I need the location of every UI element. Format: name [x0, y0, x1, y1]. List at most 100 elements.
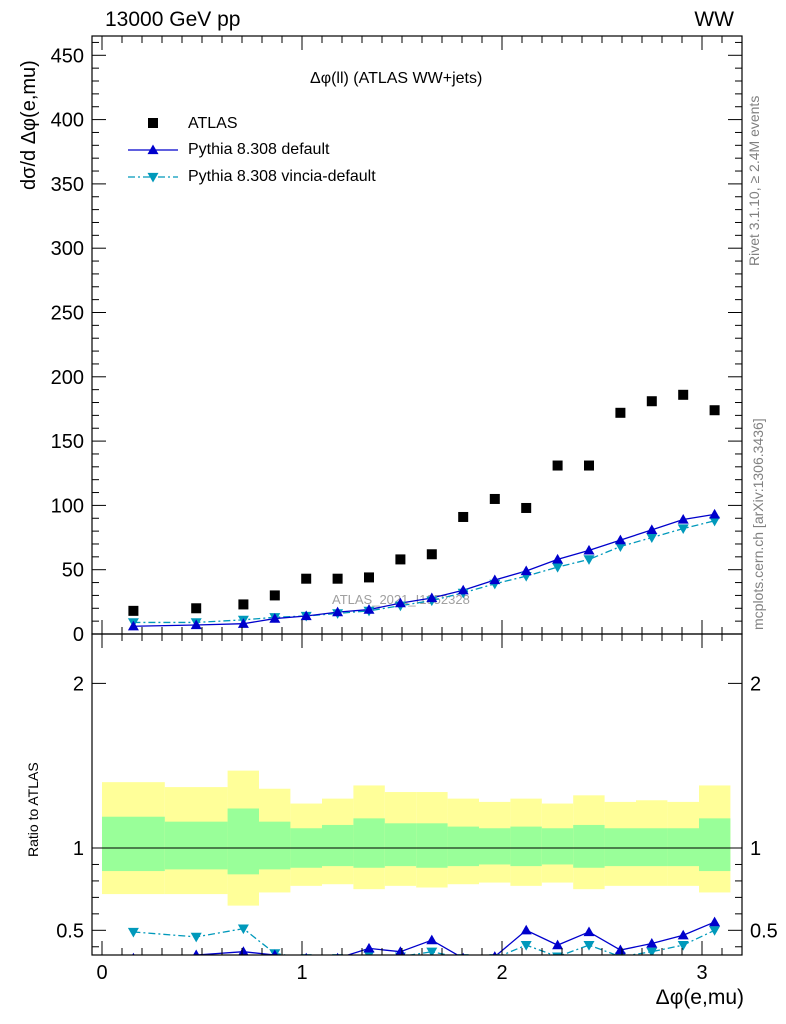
x-tick-label: 0 — [96, 962, 107, 984]
default-point — [457, 584, 469, 595]
default-ratio-point — [646, 937, 658, 948]
vincia-point — [552, 563, 564, 573]
default-point — [300, 610, 312, 621]
legend-vincia-label: Pythia 8.308 vincia-default — [188, 168, 376, 185]
ratio-y-tick-label: 0.5 — [56, 920, 84, 942]
atlas-point — [458, 511, 469, 522]
vincia-ratio-point — [190, 932, 202, 943]
atlas-point — [128, 605, 139, 616]
default-point — [489, 574, 501, 585]
vincia-ratio-point — [677, 940, 689, 951]
default-point — [614, 534, 626, 545]
band-inner-bin — [667, 828, 699, 867]
atlas-point — [238, 599, 249, 610]
band-inner-bin — [541, 828, 574, 865]
vincia-ratio-point — [552, 952, 564, 955]
y-tick-label: 150 — [51, 431, 84, 453]
header-final-state: WW — [694, 8, 734, 31]
default-ratio-point — [583, 926, 595, 937]
default-ratio-point — [395, 946, 406, 955]
atlas-point — [269, 590, 280, 601]
x-tick-label: 3 — [696, 962, 707, 984]
vincia-point — [677, 524, 689, 535]
default-point — [677, 514, 689, 524]
atlas-point — [395, 554, 406, 565]
header-process: 13000 GeV pp — [105, 8, 241, 31]
atlas-point — [709, 405, 720, 416]
default-line — [133, 513, 715, 627]
band-inner-bin — [259, 821, 291, 870]
atlas-point — [678, 389, 689, 400]
vincia-ratio-point — [127, 927, 139, 938]
vincia-point — [709, 516, 721, 527]
x-axis-label: Δφ(e,mu) — [655, 986, 744, 1009]
band-inner-bin — [699, 818, 731, 872]
band-inner-bin — [322, 824, 354, 867]
vincia-ratio-point — [457, 954, 469, 955]
band-inner-bin — [102, 816, 165, 872]
ratio-y-tick-label-right: 0.5 — [750, 920, 778, 942]
default-ratio-point — [492, 951, 498, 955]
default-point — [237, 618, 249, 628]
band-inner-bin — [227, 808, 259, 875]
y-tick-label: 100 — [51, 495, 84, 517]
band-inner-bin — [447, 826, 479, 867]
legend-default-marker — [147, 144, 159, 155]
default-ratio-point — [363, 942, 375, 953]
default-ratio-point — [552, 939, 564, 950]
band-inner-bin — [573, 824, 605, 868]
legend-atlas-marker — [148, 118, 158, 128]
y-tick-label: 50 — [62, 560, 84, 582]
main-title: Δφ(ll) (ATLAS WW+jets) — [310, 70, 483, 87]
atlas-point — [332, 573, 343, 584]
x-tick-label: 2 — [496, 962, 507, 984]
default-ratio-point — [238, 946, 249, 955]
vincia-point — [614, 542, 626, 553]
default-point — [426, 592, 438, 603]
default-point — [646, 524, 658, 534]
atlas-point — [426, 549, 437, 560]
atlas-point — [552, 460, 563, 471]
ratio-series — [127, 916, 721, 955]
x-tick-label: 1 — [296, 962, 307, 984]
y-tick-label: 350 — [51, 174, 84, 196]
atlas-point — [364, 572, 374, 583]
vincia-ratio-point — [237, 924, 249, 935]
default-point — [552, 553, 564, 564]
y-tick-label: 0 — [73, 624, 84, 646]
atlas-point — [301, 573, 312, 584]
default-ratio-point — [520, 924, 532, 935]
y-tick-label: 200 — [51, 367, 84, 389]
band-inner-bin — [164, 821, 228, 870]
vincia-line — [133, 520, 715, 624]
default-point — [363, 604, 375, 614]
default-point — [269, 613, 281, 623]
vincia-ratio-point — [520, 940, 532, 951]
default-point — [520, 565, 532, 576]
atlas-point — [646, 396, 657, 407]
band-inner-bin — [510, 826, 542, 867]
vincia-ratio-point — [426, 947, 438, 955]
default-ratio-point — [193, 949, 200, 955]
vincia-ratio-point — [332, 954, 344, 955]
ratio-y-tick-label-right: 1 — [750, 838, 761, 860]
y-tick-label: 300 — [51, 238, 84, 260]
default-point — [709, 508, 721, 519]
ratio-y-tick-label-right: 2 — [750, 673, 761, 695]
band-inner-bin — [384, 823, 417, 867]
default-ratio-point — [709, 916, 721, 927]
band-inner-bin — [416, 823, 448, 868]
atlas-point — [521, 502, 532, 513]
vincia-ratio-point — [646, 947, 658, 955]
atlas-point — [489, 493, 500, 504]
band-inner-bin — [353, 818, 385, 868]
y-tick-label: 450 — [51, 45, 84, 67]
ratio-y-tick-label: 1 — [73, 838, 84, 860]
ratio-bands — [102, 770, 731, 906]
atlas-point — [191, 603, 202, 614]
band-inner-bin — [479, 828, 511, 865]
default-point — [583, 544, 595, 555]
default-point — [190, 619, 202, 630]
default-ratio-point — [426, 934, 438, 945]
